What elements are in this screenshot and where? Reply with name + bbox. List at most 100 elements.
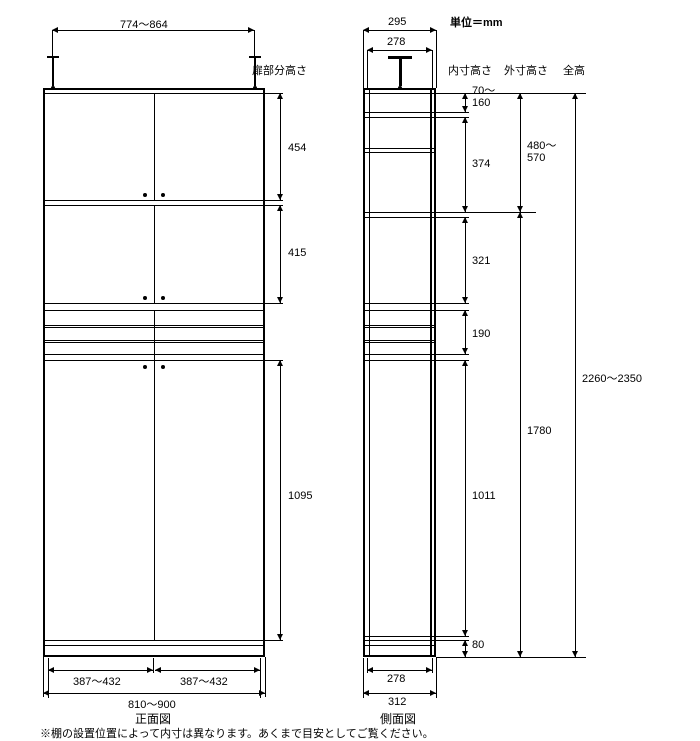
tick xyxy=(436,658,437,698)
tick xyxy=(436,636,469,637)
div xyxy=(154,360,155,640)
dim-depth-b2 xyxy=(363,693,436,694)
dim-lhalf xyxy=(48,670,153,671)
shelf xyxy=(365,342,434,343)
tick xyxy=(263,303,283,304)
dim-door2-v: 415 xyxy=(288,247,306,259)
dim-door3 xyxy=(280,360,281,640)
shelf xyxy=(365,303,434,304)
shelf xyxy=(365,310,434,311)
knob xyxy=(143,296,147,300)
side-body xyxy=(363,88,436,657)
tick xyxy=(436,30,437,88)
tick xyxy=(436,657,586,658)
knob xyxy=(143,365,147,369)
tick xyxy=(432,50,433,88)
knob xyxy=(161,365,165,369)
diagram-container: 単位＝mm 扉部分高さ 内寸高さ 外寸高さ 全高 774～864 xyxy=(0,0,700,737)
dim-top-width-val: 774～864 xyxy=(120,16,168,32)
dim-door3-v: 1095 xyxy=(288,490,312,502)
dim-depth-b1 xyxy=(367,670,432,671)
shelf xyxy=(365,636,434,637)
dim-outer-main-v: 1780 xyxy=(527,425,551,437)
shelf xyxy=(365,93,434,94)
shelf xyxy=(365,117,434,118)
dim-lhalf-v: 387～432 xyxy=(73,673,121,689)
tick xyxy=(263,93,283,94)
shelf xyxy=(365,645,434,646)
wall xyxy=(430,90,432,655)
anchor-side xyxy=(399,56,402,86)
shelf xyxy=(365,325,434,326)
dim-depth-b1-v: 278 xyxy=(387,673,405,685)
dim-s2 xyxy=(465,217,466,303)
shelf xyxy=(45,303,263,304)
dim-s4 xyxy=(465,360,466,636)
shelf xyxy=(365,148,434,149)
knob xyxy=(161,296,165,300)
tick xyxy=(263,205,283,206)
div xyxy=(154,205,155,303)
dim-outer-top xyxy=(520,93,521,212)
tick xyxy=(432,658,433,673)
tick xyxy=(263,640,283,641)
tick xyxy=(43,657,44,697)
dim-base xyxy=(465,640,466,657)
shelf xyxy=(365,217,434,218)
tick xyxy=(363,30,364,88)
dim-rhalf-v: 387～432 xyxy=(180,673,228,689)
wall xyxy=(369,90,370,655)
tick xyxy=(436,303,469,304)
shelf xyxy=(365,640,434,641)
tick xyxy=(263,200,283,201)
tick xyxy=(436,112,469,113)
tick xyxy=(436,93,586,94)
dim-adj xyxy=(465,93,466,112)
dim-outer-top-v: 480～ 570 xyxy=(527,140,556,164)
tick xyxy=(265,657,266,697)
anchor-right xyxy=(254,56,256,86)
tick xyxy=(436,217,469,218)
footnote: ※棚の設置位置によって内寸は異なります。あくまで目安としてご覧ください。 xyxy=(40,725,434,741)
shelf xyxy=(365,212,434,213)
div xyxy=(154,93,155,200)
dim-door1 xyxy=(280,93,281,200)
hdr-door: 扉部分高さ xyxy=(252,62,307,78)
tick xyxy=(436,354,469,355)
dim-total-h-v: 2260～2350 xyxy=(582,370,642,386)
dim-base-v: 80 xyxy=(472,639,484,651)
shelf xyxy=(365,327,434,328)
shelf xyxy=(365,354,434,355)
dim-depth-top xyxy=(363,30,436,31)
dim-s4-v: 1011 xyxy=(472,490,496,502)
tick xyxy=(436,310,469,311)
shelf xyxy=(45,640,263,641)
shelf xyxy=(365,340,434,341)
dim-total-h xyxy=(575,93,576,657)
dim-depth-top-v: 295 xyxy=(388,16,406,28)
tick xyxy=(263,360,283,361)
dim-total-w xyxy=(43,693,265,694)
anchor-left xyxy=(52,56,54,86)
dim-depth-mid-v: 278 xyxy=(387,36,405,48)
tick xyxy=(436,360,469,361)
shelf xyxy=(365,112,434,113)
hdr-inner: 内寸高さ xyxy=(448,62,492,78)
dim-depth-mid xyxy=(367,50,432,51)
tick xyxy=(153,658,154,673)
tick xyxy=(367,50,368,88)
shelf xyxy=(45,200,263,201)
shelf xyxy=(45,645,263,646)
dim-door1-v: 454 xyxy=(288,142,306,154)
dim-s3 xyxy=(465,310,466,354)
hdr-total: 全高 xyxy=(563,62,585,78)
unit-label: 単位＝mm xyxy=(450,14,503,30)
knob xyxy=(143,193,147,197)
tick xyxy=(363,658,364,698)
dim-door2 xyxy=(280,205,281,303)
div xyxy=(154,310,155,360)
knob xyxy=(161,193,165,197)
tick xyxy=(367,658,368,673)
tick xyxy=(436,640,469,641)
dim-adj-v: 70～ 160 xyxy=(472,85,495,109)
